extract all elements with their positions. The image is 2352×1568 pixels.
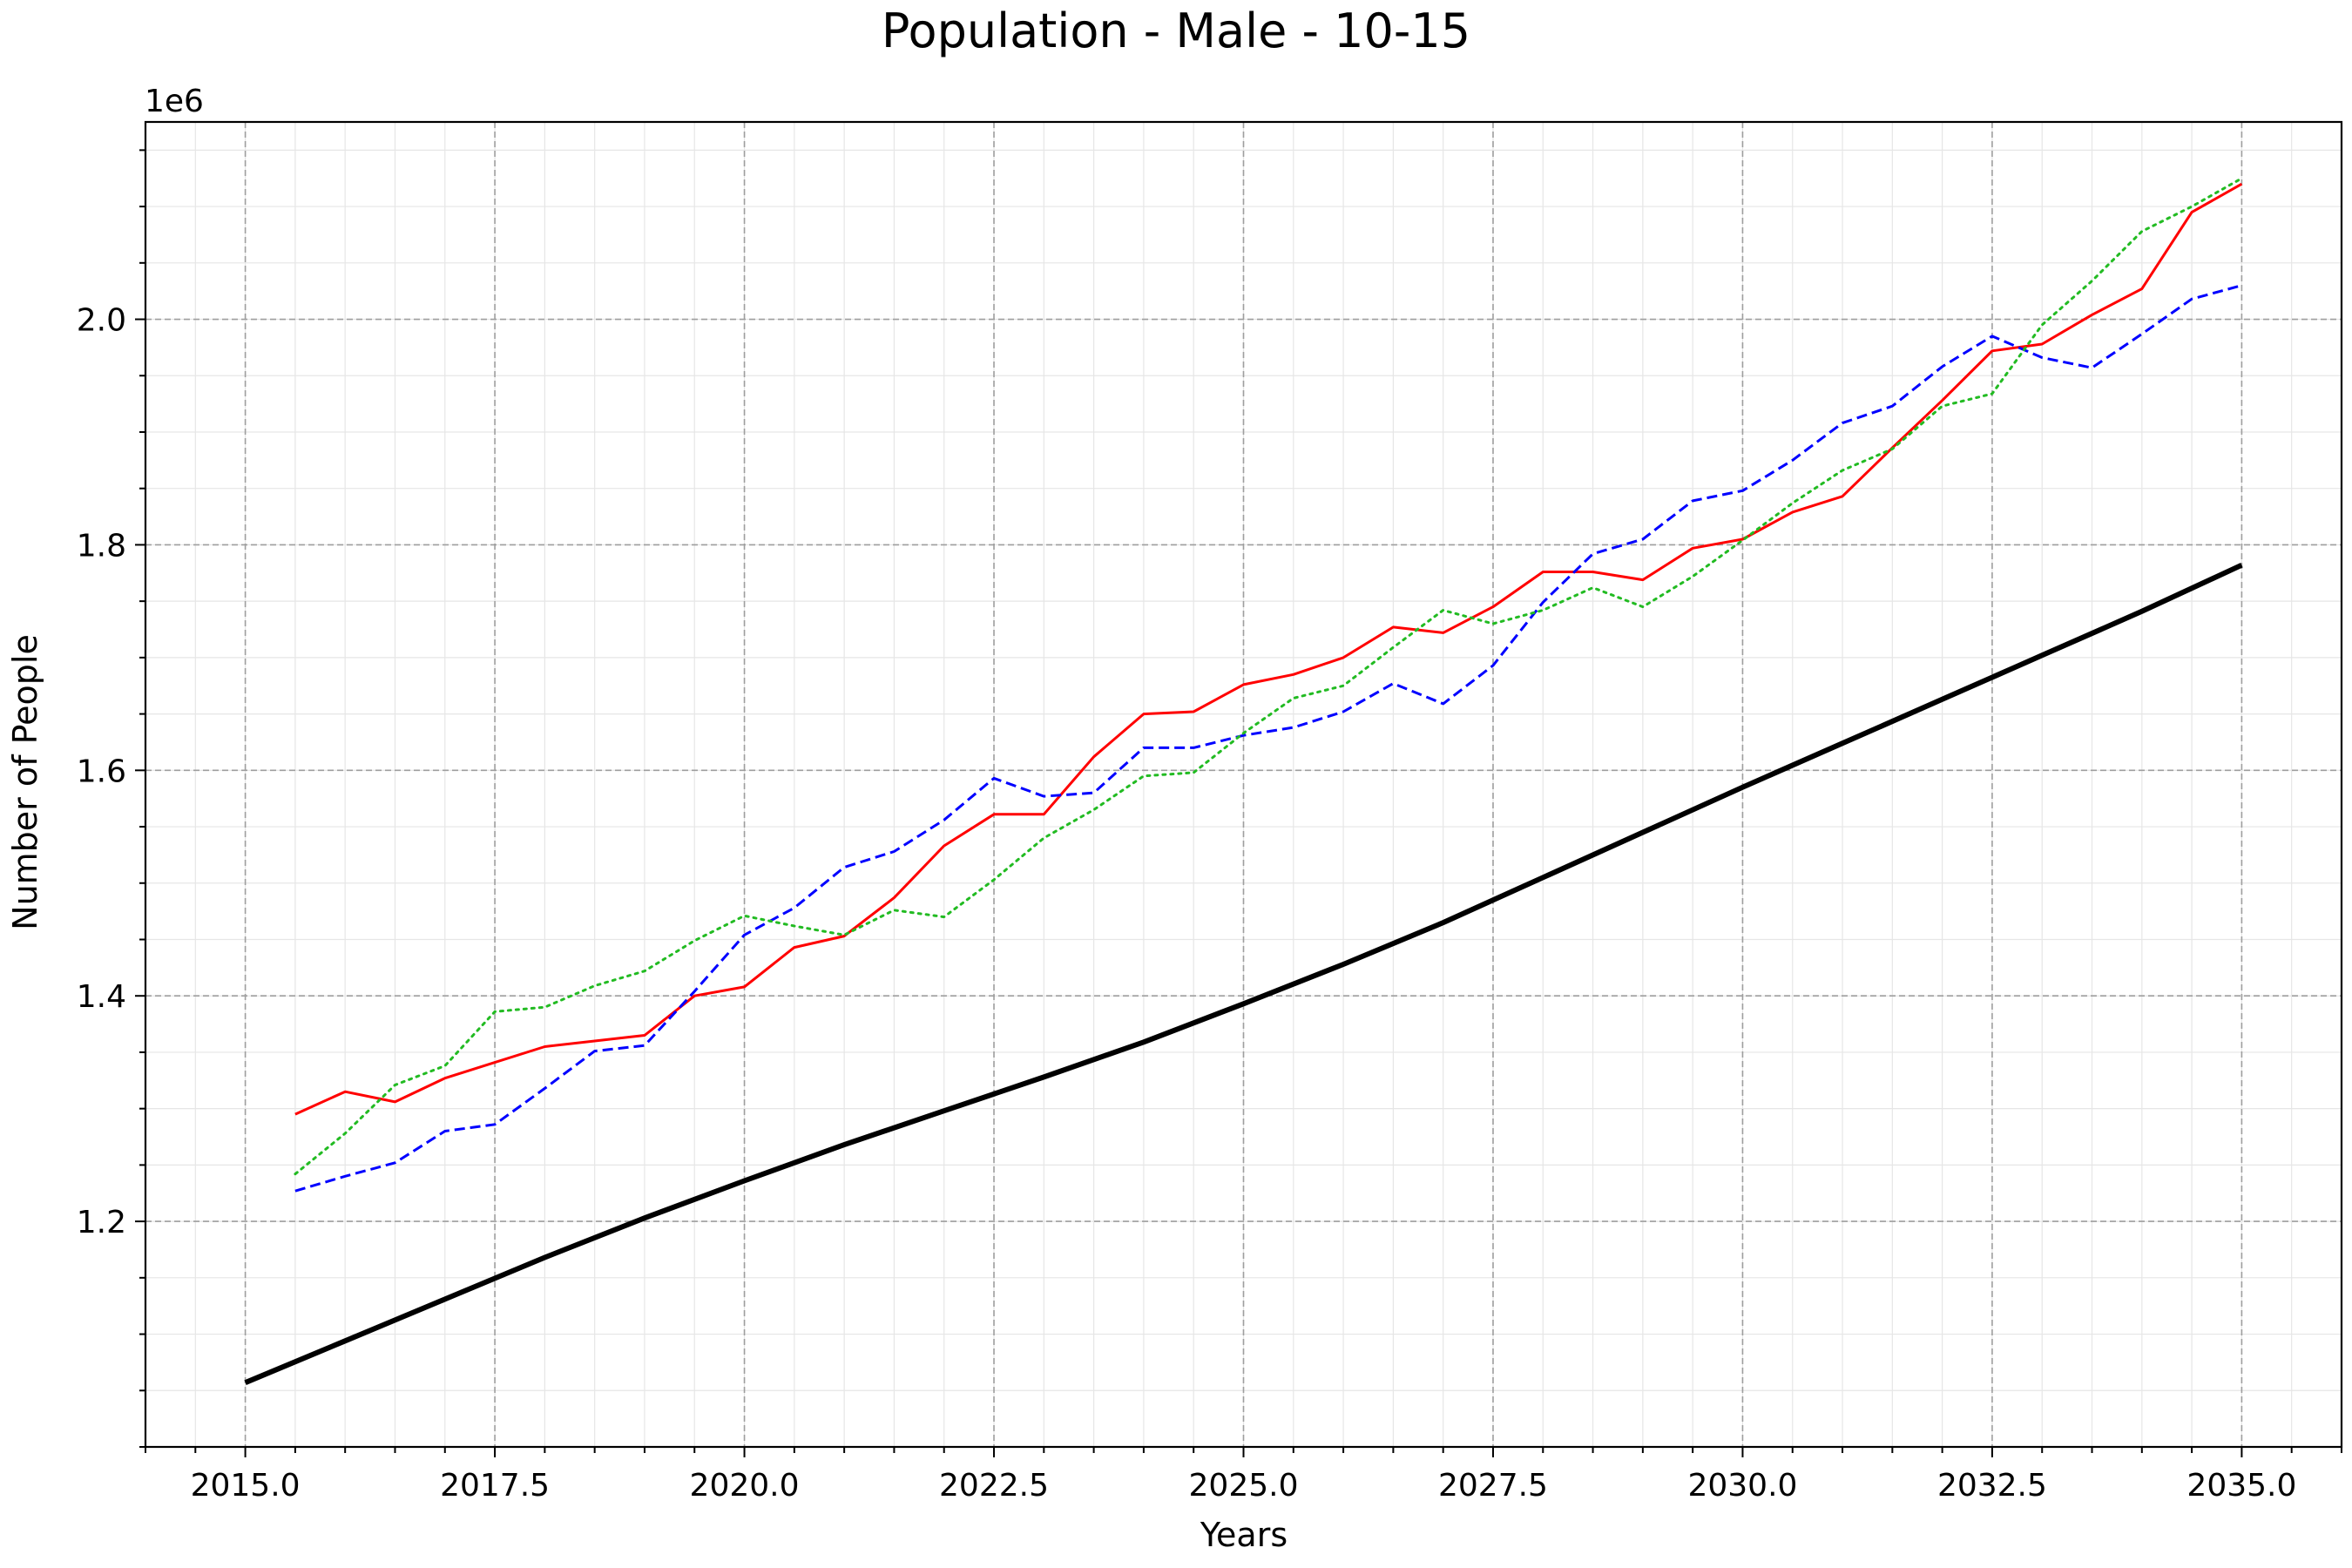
- text-layer: Population - Male - 10-15 Years Number o…: [6, 3, 2296, 1554]
- chart-title: Population - Male - 10-15: [882, 3, 1470, 58]
- series-line-4: [294, 177, 2243, 1176]
- series-layer: [244, 177, 2243, 1385]
- x-tick-label: 2022.5: [939, 1468, 1049, 1504]
- y-tick-label: 2.0: [77, 303, 126, 339]
- series-line-2: [294, 182, 2243, 1116]
- x-tick-label: 2015.0: [191, 1468, 301, 1504]
- y-offset-label: 1e6: [145, 84, 204, 119]
- series-line-1: [244, 562, 2243, 1385]
- x-tick-label: 2025.0: [1189, 1468, 1299, 1504]
- series-line-3: [294, 284, 2242, 1193]
- grid-layer: [145, 122, 2342, 1448]
- axes-layer: [135, 120, 2343, 1457]
- y-tick-label: 1.6: [77, 754, 126, 789]
- y-axis-label: Number of People: [6, 634, 44, 930]
- x-tick-label: 2020.0: [690, 1468, 800, 1504]
- y-tick-label: 1.8: [77, 528, 126, 564]
- y-tick-label: 1.4: [77, 979, 126, 1015]
- x-tick-label: 2017.5: [440, 1468, 550, 1504]
- y-tick-label: 1.2: [77, 1205, 126, 1240]
- x-tick-label: 2027.5: [1438, 1468, 1548, 1504]
- x-tick-label: 2030.0: [1687, 1468, 1797, 1504]
- x-tick-label: 2035.0: [2186, 1468, 2296, 1504]
- x-tick-label: 2032.5: [1937, 1468, 2047, 1504]
- x-axis-label: Years: [1200, 1516, 1288, 1554]
